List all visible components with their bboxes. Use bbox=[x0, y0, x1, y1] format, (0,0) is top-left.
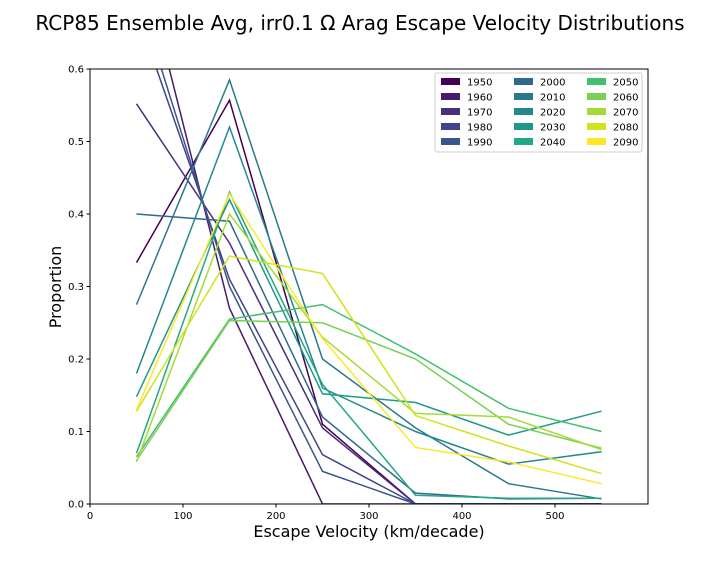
legend-swatch-2080 bbox=[587, 123, 606, 130]
series-line-2090 bbox=[135, 192, 602, 485]
legend-swatch-1970 bbox=[441, 108, 460, 115]
y-axis: 0.0 0.1 0.2 0.3 0.4 0.5 0.6 bbox=[68, 65, 90, 511]
y-tick-label: 0.2 bbox=[68, 355, 84, 366]
series-line-2030 bbox=[135, 197, 602, 436]
legend-box bbox=[434, 72, 643, 153]
legend-label-2000: 2000 bbox=[540, 78, 565, 89]
series-line-1950 bbox=[135, 98, 602, 504]
legend-swatch-1950 bbox=[441, 78, 460, 85]
legend-label-2040: 2040 bbox=[540, 138, 565, 149]
series-line-1960 bbox=[168, 69, 602, 504]
legend-swatch-2040 bbox=[514, 138, 533, 145]
legend-label-1970: 1970 bbox=[467, 108, 492, 119]
legend-label-2080: 2080 bbox=[613, 123, 638, 134]
chart-title: RCP85 Ensemble Avg, irr0.1 Ω Arag Escape… bbox=[35, 11, 684, 35]
plot-area bbox=[135, 69, 602, 504]
legend-swatch-2020 bbox=[514, 108, 533, 115]
series-line-2040 bbox=[135, 190, 602, 499]
x-tick-label: 500 bbox=[545, 511, 564, 522]
legend-swatch-2060 bbox=[587, 93, 606, 100]
legend-label-2020: 2020 bbox=[540, 108, 565, 119]
series-line-2070 bbox=[135, 212, 602, 463]
legend-label-1960: 1960 bbox=[467, 93, 492, 104]
y-tick-label: 0.1 bbox=[68, 427, 84, 438]
legend-swatch-1980 bbox=[441, 123, 460, 130]
legend-swatch-2000 bbox=[514, 78, 533, 85]
legend-swatch-1990 bbox=[441, 138, 460, 145]
series-line-2050 bbox=[135, 303, 602, 458]
legend-label-2090: 2090 bbox=[613, 138, 638, 149]
legend-label-2010: 2010 bbox=[540, 93, 565, 104]
series-line-1970 bbox=[135, 103, 602, 504]
series-line-2020 bbox=[135, 124, 602, 465]
legend-swatch-1960 bbox=[441, 93, 460, 100]
legend-label-1980: 1980 bbox=[467, 123, 492, 134]
y-axis-label: Proportion bbox=[46, 246, 65, 329]
series-line-2080 bbox=[135, 255, 602, 475]
x-axis-label: Escape Velocity (km/decade) bbox=[253, 522, 484, 541]
legend: 1950 1960 1970 1980 1990 2000 2010 2020 2030 2040… bbox=[434, 72, 643, 153]
legend-label-1950: 1950 bbox=[467, 78, 492, 89]
legend-label-2070: 2070 bbox=[613, 108, 638, 119]
x-tick-label: 400 bbox=[452, 511, 471, 522]
x-tick-label: 200 bbox=[266, 511, 285, 522]
y-tick-label: 0.0 bbox=[68, 500, 84, 511]
legend-label-1990: 1990 bbox=[467, 138, 492, 149]
legend-swatch-2090 bbox=[587, 138, 606, 145]
series-line-2060 bbox=[135, 319, 602, 461]
y-tick-label: 0.4 bbox=[68, 210, 84, 221]
y-tick-label: 0.6 bbox=[68, 65, 84, 76]
legend-label-2030: 2030 bbox=[540, 123, 565, 134]
legend-label-2060: 2060 bbox=[613, 93, 638, 104]
y-tick-label: 0.5 bbox=[68, 137, 84, 148]
x-axis: 0 100 200 300 400 500 bbox=[87, 504, 565, 522]
x-tick-label: 100 bbox=[173, 511, 192, 522]
y-tick-label: 0.3 bbox=[68, 282, 84, 293]
legend-label-2050: 2050 bbox=[613, 78, 638, 89]
legend-swatch-2070 bbox=[587, 108, 606, 115]
x-tick-label: 0 bbox=[87, 511, 93, 522]
legend-swatch-2050 bbox=[587, 78, 606, 85]
legend-swatch-2010 bbox=[514, 93, 533, 100]
legend-swatch-2030 bbox=[514, 123, 533, 130]
x-tick-label: 300 bbox=[359, 511, 378, 522]
